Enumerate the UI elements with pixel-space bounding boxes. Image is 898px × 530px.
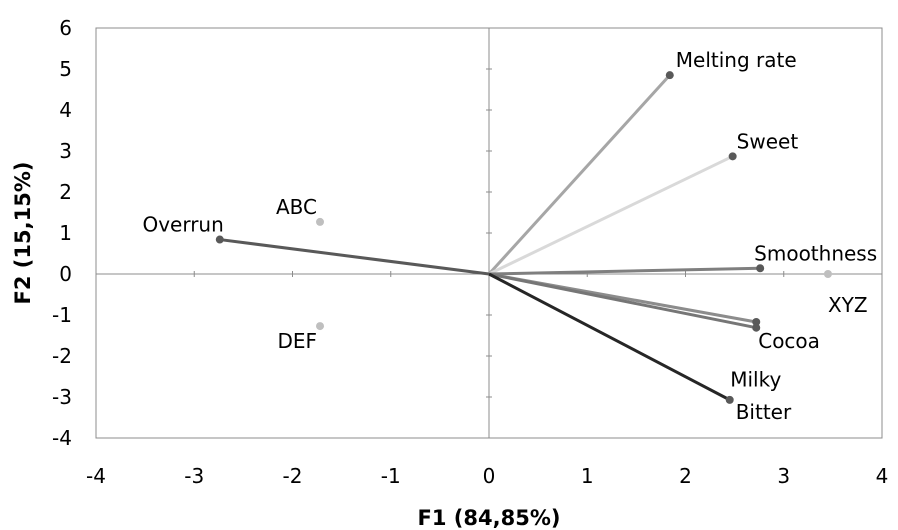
vector-point-smoothness (756, 264, 765, 273)
y-tick-label: -4 (52, 426, 72, 450)
x-tick-label: 0 (483, 464, 496, 488)
observation-point-def (316, 322, 325, 331)
x-tick-label: 1 (581, 464, 594, 488)
y-tick-label: 0 (59, 262, 72, 286)
vector-line-melting-rate (487, 74, 671, 276)
x-tick-label: 4 (876, 464, 889, 488)
vector-label-melting-rate: Melting rate (676, 48, 797, 72)
vector-point-melting-rate (665, 71, 674, 80)
observation-label-xyz: XYZ (828, 293, 868, 317)
y-tick-label: -2 (52, 344, 72, 368)
vector-line-milky (488, 272, 757, 330)
x-tick-label: -3 (184, 464, 204, 488)
y-axis-title: F2 (15,15%) (11, 162, 35, 305)
observation-label-def: DEF (277, 329, 317, 353)
vector-label-smoothness: Smoothness (754, 241, 877, 265)
y-tick-label: 5 (59, 57, 72, 81)
observation-point-xyz (823, 270, 832, 278)
y-tick-label: 6 (59, 16, 72, 40)
vector-label-cocoa: Cocoa (758, 329, 820, 353)
vector-point-cocoa (752, 317, 761, 326)
observation-point-abc (316, 217, 325, 226)
vector-label-milky: Milky (730, 368, 781, 392)
vector-line-bitter (488, 272, 731, 402)
y-tick-label: -1 (52, 303, 72, 327)
tick-labels-group: -4 -3 -2 -1 0 1 2 3 4 -4 -3 -2 -1 0 1 2 3 4 5 6 (52, 16, 888, 488)
vector-point-overrun (215, 235, 224, 244)
x-tick-label: -1 (381, 464, 401, 488)
vector-line-sweet (488, 154, 734, 276)
x-tick-label: 3 (777, 464, 790, 488)
y-tick-label: 1 (59, 221, 72, 245)
vector-point-bitter (725, 395, 734, 404)
vector-label-sweet: Sweet (737, 129, 799, 153)
x-tick-label: -2 (283, 464, 303, 488)
y-tick-label: 4 (59, 98, 72, 122)
y-tick-label: 3 (59, 139, 72, 163)
x-tick-label: -4 (86, 464, 106, 488)
vector-line-smoothness (488, 266, 761, 276)
vector-label-overrun: Overrun (142, 213, 223, 237)
points-group (215, 71, 832, 404)
observation-label-abc: ABC (276, 195, 317, 219)
x-axis-title: F1 (84,85%) (418, 506, 561, 530)
vector-point-sweet (728, 152, 737, 161)
vectors-group (219, 74, 761, 402)
vector-line-overrun (219, 238, 490, 276)
point-labels-group: Melting rate Sweet Smoothness Cocoa Milky Bit… (142, 48, 877, 424)
x-tick-label: 2 (679, 464, 692, 488)
vector-label-bitter: Bitter (736, 400, 792, 424)
y-tick-label: -3 (52, 385, 72, 409)
vector-point-milky (752, 323, 761, 332)
y-tick-label: 2 (59, 180, 72, 204)
